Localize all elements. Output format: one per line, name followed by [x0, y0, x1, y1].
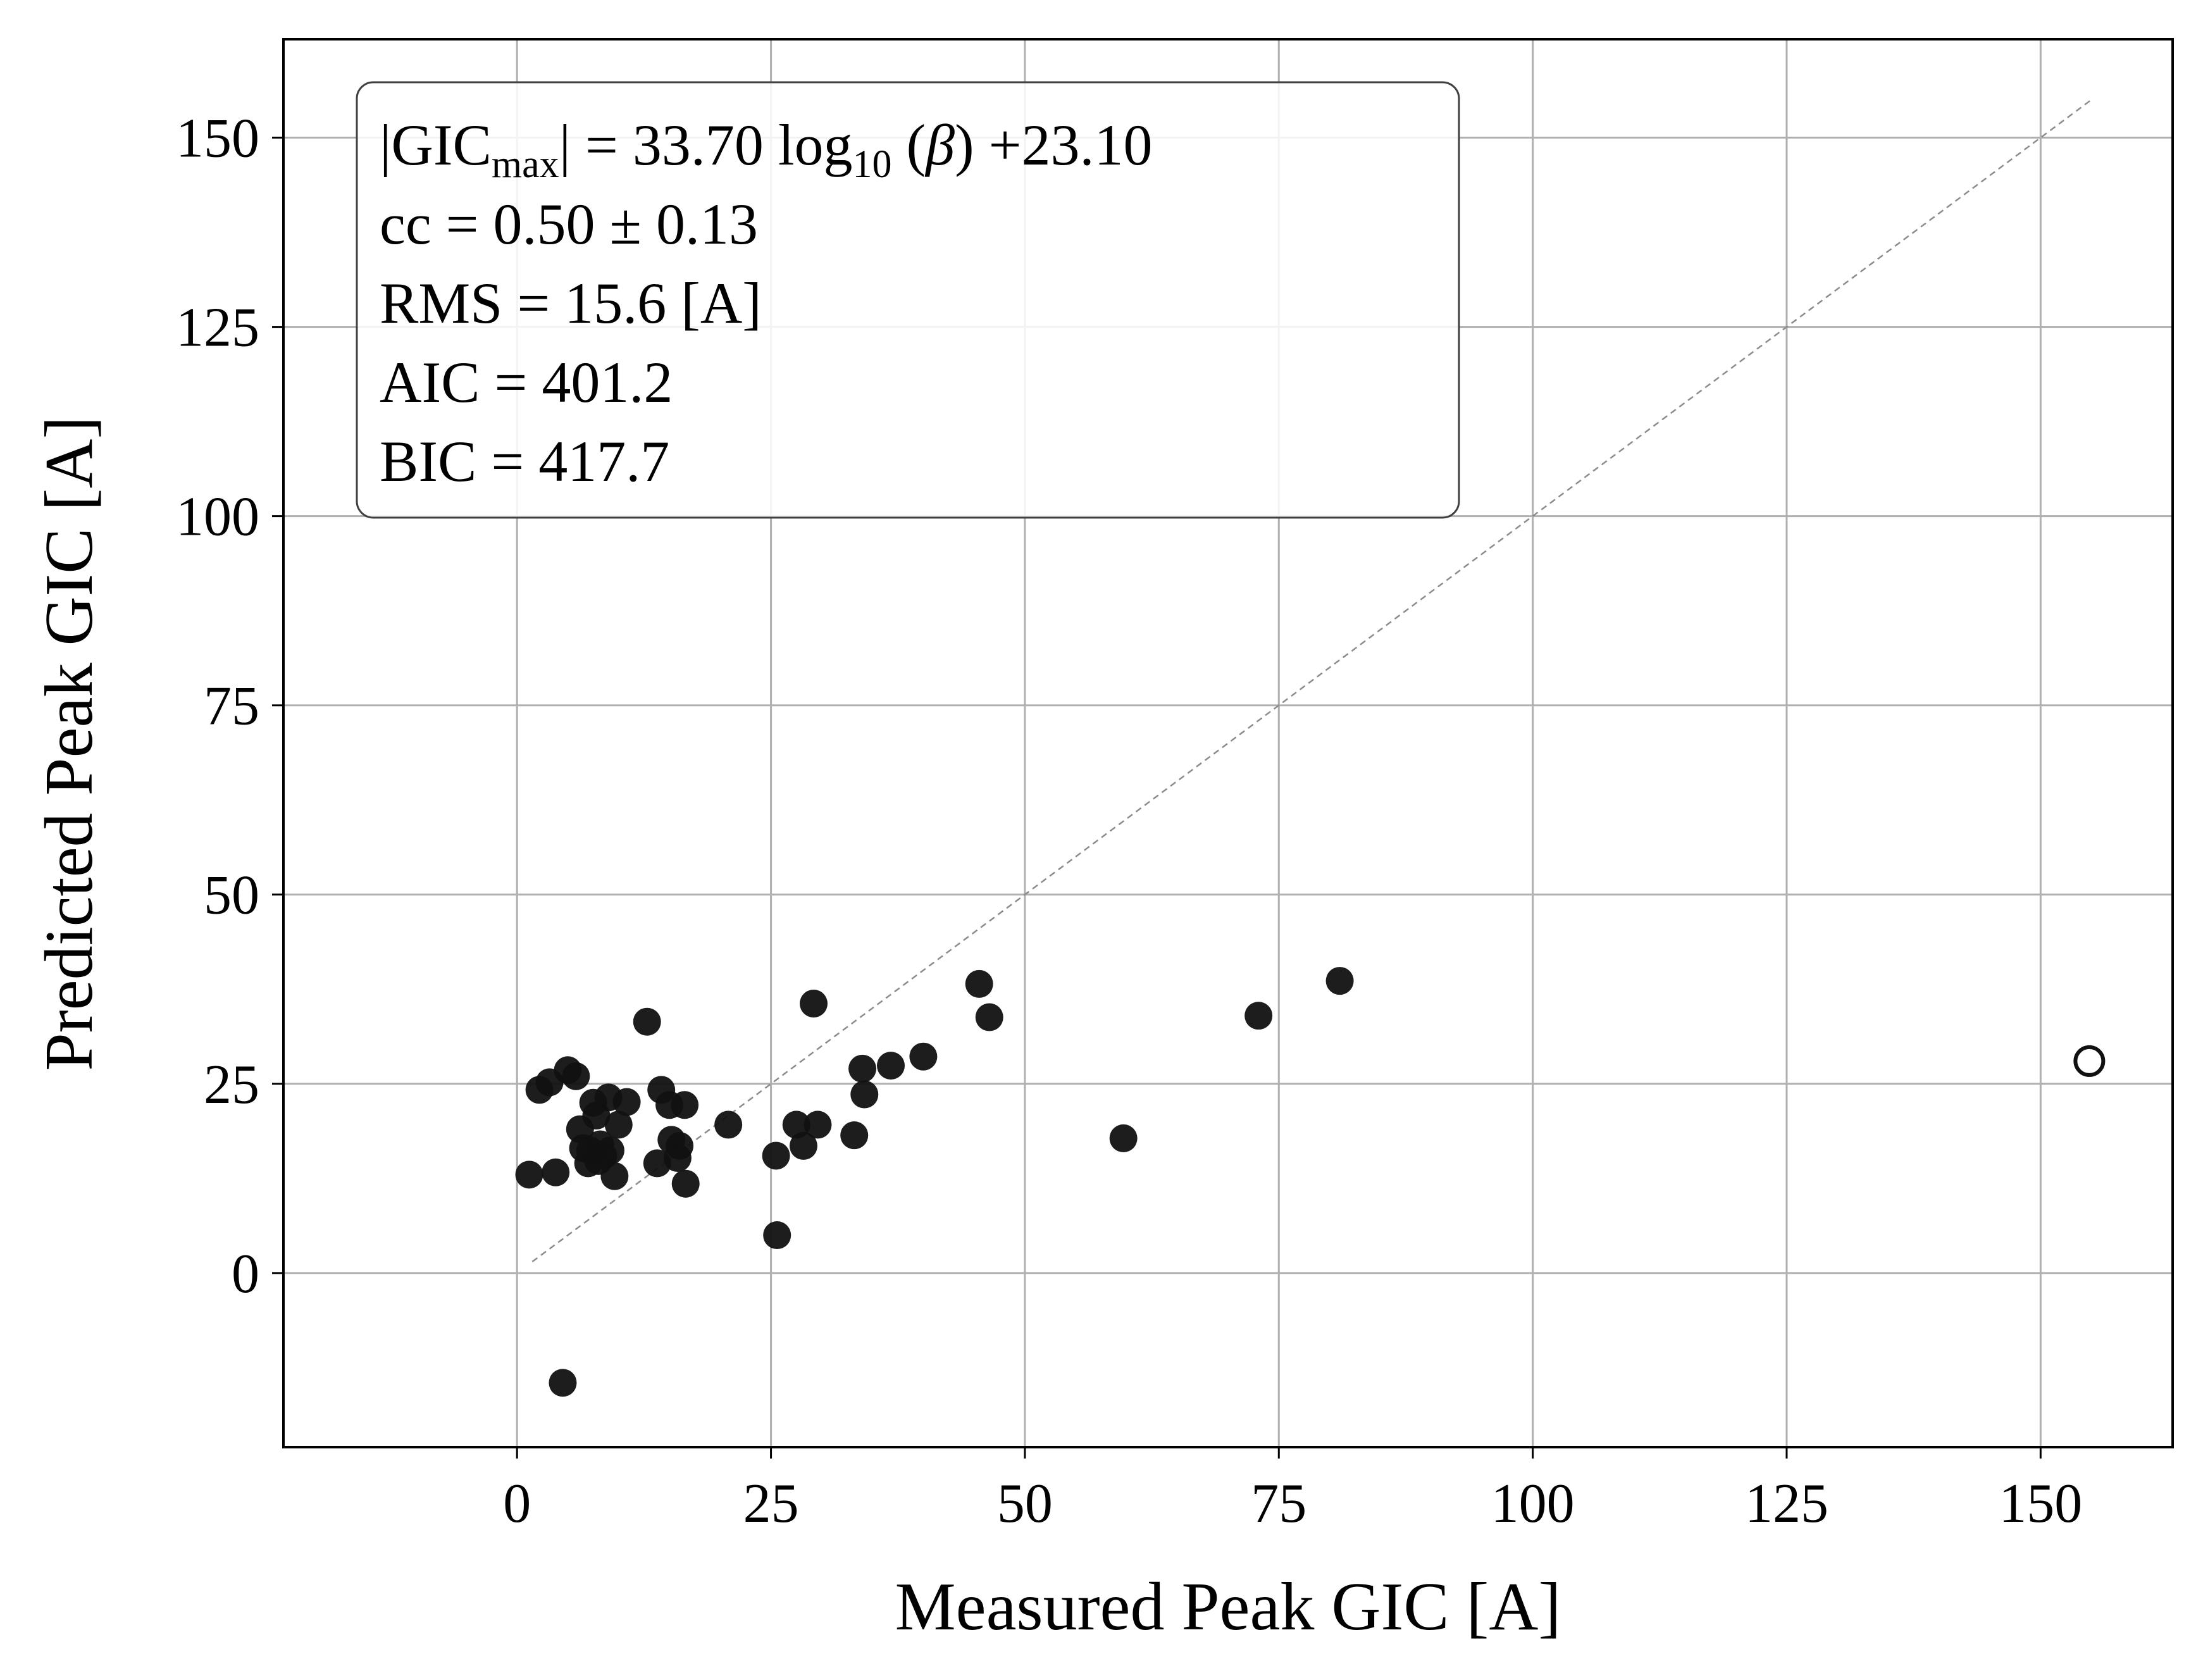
- y-tick-label: 125: [176, 297, 259, 359]
- data-point: [549, 1369, 577, 1397]
- data-point: [1109, 1124, 1138, 1152]
- x-axis-title: Measured Peak GIC [A]: [895, 1569, 1561, 1645]
- data-point: [596, 1136, 624, 1165]
- annotation-box: |GICmax| = 33.70 log10 (β) +23.10 cc = 0…: [356, 81, 1460, 519]
- x-tick-label: 100: [1491, 1473, 1575, 1534]
- data-point: [1244, 1002, 1273, 1030]
- data-point: [850, 1080, 879, 1109]
- y-tick-label: 25: [204, 1054, 259, 1116]
- annotation-formula: |GICmax| = 33.70 log10 (β) +23.10: [380, 113, 1153, 186]
- data-point: [804, 1111, 832, 1139]
- data-point: [666, 1131, 694, 1160]
- data-point: [633, 1007, 661, 1036]
- data-point: [763, 1221, 791, 1250]
- data-point: [1325, 967, 1354, 995]
- data-point: [600, 1162, 629, 1190]
- data-point: [542, 1158, 570, 1186]
- annotation-cc: cc = 0.50 ± 0.13: [380, 192, 758, 256]
- y-tick-label: 75: [204, 676, 259, 737]
- axis-ticks: 0 25 50 75 100 125 150 0 25 50 75 100 125 150: [176, 108, 2082, 1534]
- outlier-point: [2073, 1045, 2106, 1077]
- data-point: [877, 1052, 905, 1080]
- data-point: [789, 1131, 817, 1160]
- data-points: [515, 967, 2106, 1397]
- annotation-aic: AIC = 401.2: [380, 350, 673, 414]
- y-tick-label: 100: [176, 487, 259, 548]
- data-point: [975, 1003, 1003, 1031]
- data-point: [671, 1169, 700, 1198]
- y-tick-label: 50: [204, 865, 259, 926]
- data-point: [909, 1042, 938, 1071]
- data-point: [840, 1121, 869, 1150]
- x-tick-label: 25: [743, 1473, 799, 1534]
- data-point: [782, 1111, 810, 1139]
- x-tick-label: 75: [1251, 1473, 1306, 1534]
- x-tick-label: 150: [1999, 1473, 2082, 1534]
- x-tick-label: 50: [997, 1473, 1053, 1534]
- annotation-rms: RMS = 15.6 [A]: [380, 271, 762, 335]
- data-point: [562, 1062, 590, 1090]
- y-tick-label: 150: [176, 108, 259, 170]
- reference-line-group: [531, 99, 2092, 1262]
- data-point: [604, 1111, 633, 1139]
- data-point: [612, 1088, 641, 1116]
- data-point: [515, 1160, 543, 1189]
- x-tick-label: 0: [503, 1473, 531, 1534]
- one-to-one-reference-line: [531, 99, 2092, 1262]
- data-point: [671, 1091, 699, 1119]
- data-point: [800, 990, 828, 1018]
- y-tick-label: 0: [232, 1243, 259, 1305]
- plot-frame: [282, 38, 2174, 1448]
- y-axis-title: Predicted Peak GIC [A]: [32, 416, 107, 1071]
- data-point: [762, 1142, 790, 1170]
- data-point: [848, 1054, 877, 1083]
- annotation-frame: [356, 81, 1460, 519]
- x-tick-label: 125: [1745, 1473, 1828, 1534]
- data-point: [714, 1111, 743, 1139]
- annotation-bic: BIC = 417.7: [380, 429, 669, 494]
- data-point: [965, 969, 993, 998]
